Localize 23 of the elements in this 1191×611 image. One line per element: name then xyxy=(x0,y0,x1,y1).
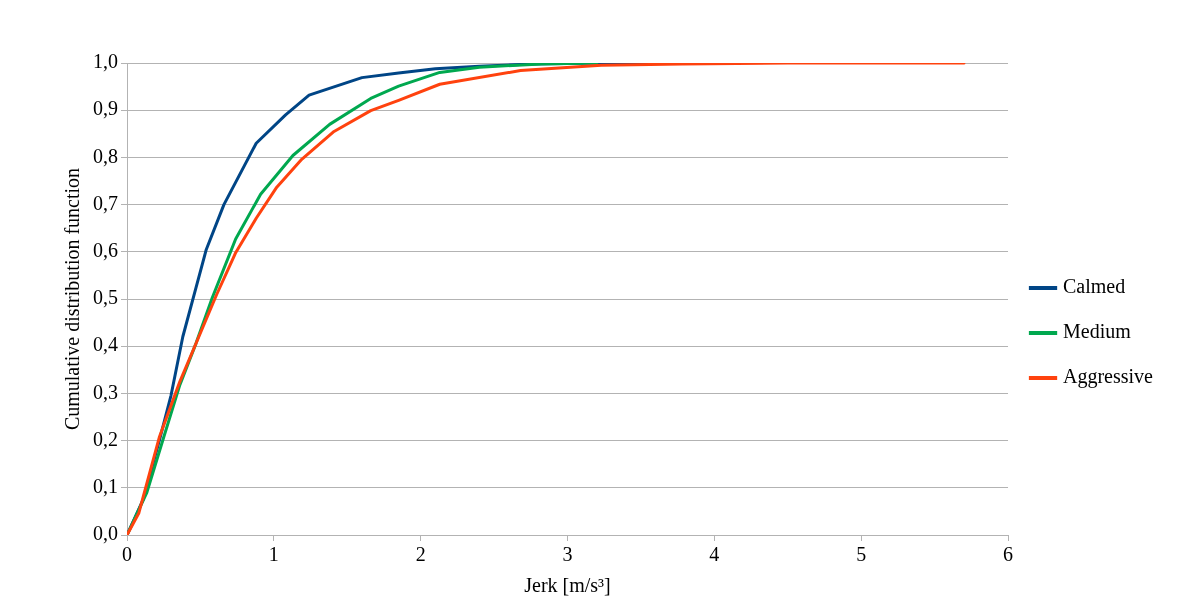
x-axis-title: Jerk [m/s³] xyxy=(524,574,611,597)
x-tick-label: 5 xyxy=(856,543,867,566)
legend-label: Aggressive xyxy=(1063,365,1154,389)
x-tick-label: 3 xyxy=(562,543,573,566)
y-tick-label: 0,9 xyxy=(93,97,118,120)
x-tick-label: 2 xyxy=(415,543,426,566)
x-tick-label: 6 xyxy=(1003,543,1014,566)
legend-label: Calmed xyxy=(1063,275,1126,298)
y-tick-label: 0,8 xyxy=(93,144,118,167)
y-tick-label: 0,1 xyxy=(93,475,118,498)
y-tick-label: 0,7 xyxy=(93,191,118,214)
x-tick-label: 4 xyxy=(709,543,720,566)
y-axis-title: Cumulative distribution function xyxy=(61,167,84,431)
y-tick-label: 0,5 xyxy=(93,286,118,309)
x-tick-label: 0 xyxy=(122,543,132,566)
legend-label: Medium xyxy=(1063,320,1132,343)
y-tick-label: 0,2 xyxy=(93,427,118,450)
y-tick-label: 0,0 xyxy=(93,522,118,545)
y-tick-label: 0,4 xyxy=(93,333,118,356)
y-tick-label: 0,3 xyxy=(93,380,118,403)
x-tick-label: 1 xyxy=(268,543,279,566)
y-tick-label: 0,6 xyxy=(93,239,118,262)
y-tick-label: 1,0 xyxy=(93,50,118,73)
